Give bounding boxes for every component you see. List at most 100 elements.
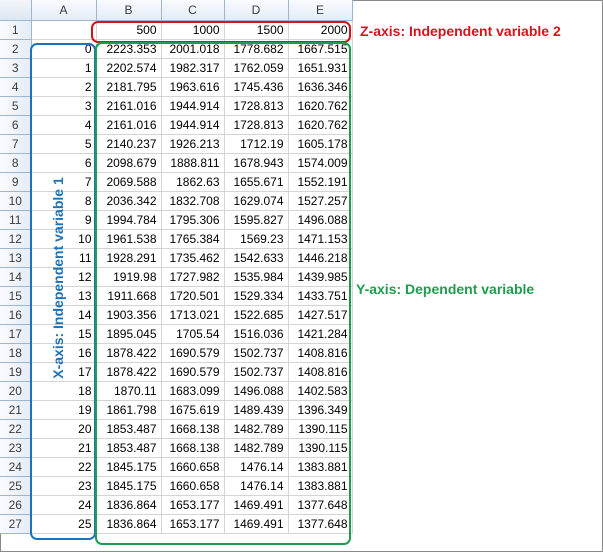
cell-e[interactable]: 1439.985 — [288, 267, 353, 287]
cell-b[interactable]: 2098.679 — [96, 153, 162, 173]
row-header[interactable]: 21 — [0, 400, 32, 420]
cell-c[interactable]: 1653.177 — [161, 514, 225, 534]
cell-b[interactable]: 1878.422 — [96, 343, 162, 363]
cell-e[interactable]: 1408.816 — [288, 362, 353, 382]
cell-a[interactable]: 10 — [31, 229, 97, 249]
cell-c[interactable]: 1963.616 — [161, 77, 225, 97]
cell-e[interactable]: 1377.648 — [288, 495, 353, 515]
cell-a[interactable]: 12 — [31, 267, 97, 287]
cell-b[interactable]: 1845.175 — [96, 476, 162, 496]
cell-e[interactable]: 1408.816 — [288, 343, 353, 363]
cell-d[interactable]: 1476.14 — [224, 476, 289, 496]
cell-e[interactable]: 1605.178 — [288, 134, 353, 154]
cell-c[interactable]: 1944.914 — [161, 96, 225, 116]
cell-c[interactable]: 1660.658 — [161, 457, 225, 477]
select-all-corner[interactable] — [0, 0, 32, 21]
row-header[interactable]: 17 — [0, 324, 32, 344]
cell-d[interactable]: 1502.737 — [224, 362, 289, 382]
cell-b[interactable]: 500 — [96, 20, 162, 40]
cell-e[interactable]: 1552.191 — [288, 172, 353, 192]
row-header[interactable]: 11 — [0, 210, 32, 230]
cell-c[interactable]: 1683.099 — [161, 381, 225, 401]
row-header[interactable]: 14 — [0, 267, 32, 287]
cell-d[interactable]: 1482.789 — [224, 438, 289, 458]
cell-b[interactable]: 2069.588 — [96, 172, 162, 192]
cell-c[interactable]: 1690.579 — [161, 362, 225, 382]
cell-b[interactable]: 1903.356 — [96, 305, 162, 325]
cell-d[interactable]: 1496.088 — [224, 381, 289, 401]
cell-a[interactable]: 23 — [31, 476, 97, 496]
cell-c[interactable]: 1982.317 — [161, 58, 225, 78]
cell-d[interactable]: 1500 — [224, 20, 289, 40]
cell-b[interactable]: 1895.045 — [96, 324, 162, 344]
row-header[interactable]: 10 — [0, 191, 32, 211]
cell-d[interactable]: 1678.943 — [224, 153, 289, 173]
cell-b[interactable]: 1911.668 — [96, 286, 162, 306]
cell-c[interactable]: 1765.384 — [161, 229, 225, 249]
row-header[interactable]: 20 — [0, 381, 32, 401]
cell-d[interactable]: 1569.23 — [224, 229, 289, 249]
row-header[interactable]: 22 — [0, 419, 32, 439]
cell-a[interactable]: 17 — [31, 362, 97, 382]
column-header-b[interactable]: B — [96, 0, 162, 21]
cell-d[interactable]: 1482.789 — [224, 419, 289, 439]
cell-e[interactable]: 1527.257 — [288, 191, 353, 211]
cell-c[interactable]: 1713.021 — [161, 305, 225, 325]
cell-c[interactable]: 1720.501 — [161, 286, 225, 306]
cell-e[interactable]: 1383.881 — [288, 457, 353, 477]
row-header[interactable]: 9 — [0, 172, 32, 192]
cell-b[interactable]: 1861.798 — [96, 400, 162, 420]
cell-d[interactable]: 1728.813 — [224, 96, 289, 116]
cell-e[interactable]: 1620.762 — [288, 96, 353, 116]
cell-c[interactable]: 1668.138 — [161, 419, 225, 439]
cell-b[interactable]: 2140.237 — [96, 134, 162, 154]
row-header[interactable]: 18 — [0, 343, 32, 363]
cell-d[interactable]: 1712.19 — [224, 134, 289, 154]
cell-e[interactable]: 1383.881 — [288, 476, 353, 496]
cell-e[interactable]: 1421.284 — [288, 324, 353, 344]
cell-e[interactable]: 1651.931 — [288, 58, 353, 78]
row-header[interactable]: 5 — [0, 96, 32, 116]
cell-e[interactable]: 1427.517 — [288, 305, 353, 325]
cell-e[interactable]: 1390.115 — [288, 438, 353, 458]
cell-c[interactable]: 1735.462 — [161, 248, 225, 268]
cell-d[interactable]: 1489.439 — [224, 400, 289, 420]
cell-c[interactable]: 1862.63 — [161, 172, 225, 192]
cell-d[interactable]: 1595.827 — [224, 210, 289, 230]
cell-d[interactable]: 1745.436 — [224, 77, 289, 97]
cell-e[interactable]: 1471.153 — [288, 229, 353, 249]
cell-c[interactable]: 1653.177 — [161, 495, 225, 515]
cell-c[interactable]: 1926.213 — [161, 134, 225, 154]
cell-e[interactable]: 1496.088 — [288, 210, 353, 230]
row-header[interactable]: 13 — [0, 248, 32, 268]
cell-d[interactable]: 1469.491 — [224, 514, 289, 534]
cell-e[interactable]: 1446.218 — [288, 248, 353, 268]
cell-b[interactable]: 1961.538 — [96, 229, 162, 249]
cell-a[interactable]: 25 — [31, 514, 97, 534]
row-header[interactable]: 15 — [0, 286, 32, 306]
cell-c[interactable]: 1795.306 — [161, 210, 225, 230]
cell-e[interactable]: 1620.762 — [288, 115, 353, 135]
row-header[interactable]: 27 — [0, 514, 32, 534]
cell-c[interactable]: 1000 — [161, 20, 225, 40]
cell-a[interactable]: 13 — [31, 286, 97, 306]
cell-d[interactable]: 1762.059 — [224, 58, 289, 78]
cell-c[interactable]: 1660.658 — [161, 476, 225, 496]
cell-b[interactable]: 1878.422 — [96, 362, 162, 382]
row-header[interactable]: 25 — [0, 476, 32, 496]
cell-c[interactable]: 1832.708 — [161, 191, 225, 211]
column-header-c[interactable]: C — [161, 0, 225, 21]
cell-b[interactable]: 1928.291 — [96, 248, 162, 268]
cell-e[interactable]: 1390.115 — [288, 419, 353, 439]
row-header[interactable]: 6 — [0, 115, 32, 135]
cell-b[interactable]: 2161.016 — [96, 96, 162, 116]
row-header[interactable]: 7 — [0, 134, 32, 154]
cell-a[interactable]: 11 — [31, 248, 97, 268]
cell-b[interactable]: 2161.016 — [96, 115, 162, 135]
cell-b[interactable]: 1836.864 — [96, 514, 162, 534]
cell-d[interactable]: 1516.036 — [224, 324, 289, 344]
cell-c[interactable]: 1675.619 — [161, 400, 225, 420]
row-header[interactable]: 16 — [0, 305, 32, 325]
cell-b[interactable]: 1836.864 — [96, 495, 162, 515]
cell-b[interactable]: 2181.795 — [96, 77, 162, 97]
